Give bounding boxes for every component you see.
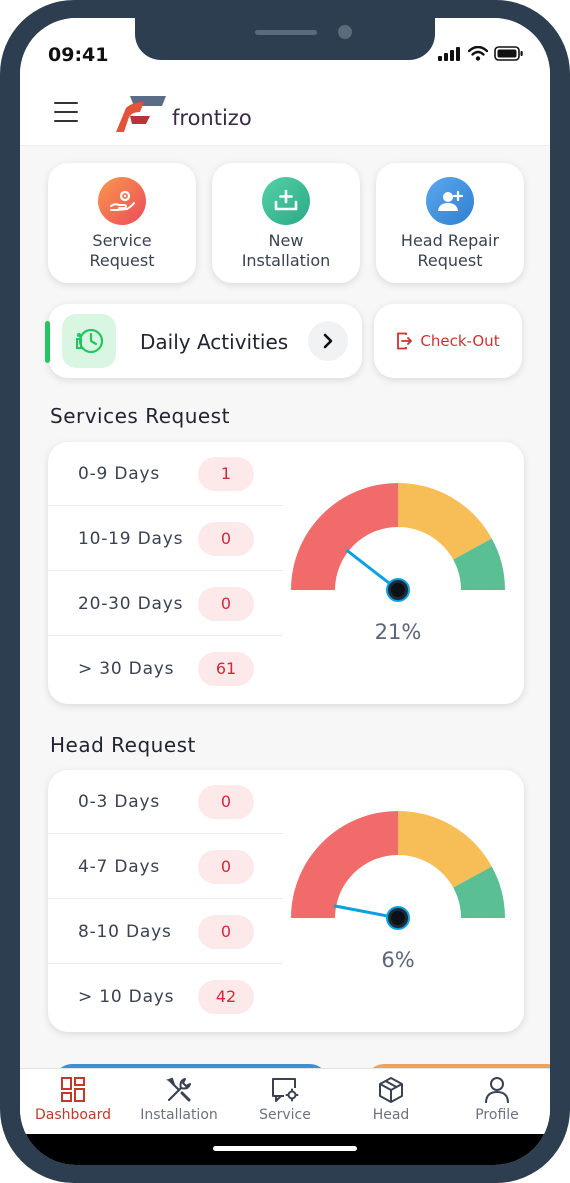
- gauge-yellow-segment: [398, 811, 492, 888]
- services-count-badge: 0: [198, 587, 254, 621]
- head-gauge-value: 6%: [381, 948, 415, 972]
- gauge-green-segment: [453, 538, 505, 590]
- wifi-icon: [468, 46, 488, 61]
- new-installation-label: New Installation: [241, 231, 331, 270]
- notch: [135, 18, 435, 60]
- installation-icon: [166, 1077, 191, 1102]
- services-gauge-value: 21%: [374, 620, 422, 644]
- services-gauge: [291, 483, 505, 602]
- camera: [338, 25, 352, 39]
- services-row-label: > 30 Days: [78, 659, 175, 679]
- head-row[interactable]: > 10 Days 42: [48, 965, 283, 1029]
- head-count-badge: 0: [198, 850, 254, 884]
- hamburger-menu-icon[interactable]: [54, 102, 78, 122]
- head-request-panel: 0-3 Days 0 4-7 Days 0 8-10 Days 0 > 10 D…: [48, 770, 524, 1032]
- services-row[interactable]: 10-19 Days 0: [48, 507, 283, 571]
- head-row[interactable]: 8-10 Days 0: [48, 900, 283, 964]
- new-installation-button[interactable]: New Installation: [212, 163, 360, 283]
- head-row-label: 0-3 Days: [78, 792, 160, 812]
- daily-activities-card[interactable]: Daily Activities: [45, 304, 362, 378]
- daily-activities-label: Daily Activities: [140, 330, 289, 354]
- daily-activities-accent: [45, 321, 50, 363]
- check-out-button[interactable]: Check-Out: [374, 304, 522, 378]
- services-row[interactable]: 20-30 Days 0: [48, 572, 283, 636]
- service-request-icon: [98, 177, 146, 225]
- head-row[interactable]: 4-7 Days 0: [48, 835, 283, 899]
- chevron-right-icon[interactable]: [308, 321, 348, 361]
- battery-icon: [494, 46, 523, 61]
- service-icon: [272, 1078, 299, 1102]
- head-gauge: [291, 811, 505, 930]
- services-request-panel: 0-9 Days 1 10-19 Days 0 20-30 Days 0 > 3…: [48, 442, 524, 704]
- service-request-label: Service Request: [89, 231, 155, 270]
- head-count-badge: 0: [198, 915, 254, 949]
- head-row-label: > 10 Days: [78, 987, 175, 1007]
- services-count-badge: 1: [198, 457, 254, 491]
- screen: 09:41: [20, 18, 550, 1165]
- gauge-hub-center: [391, 583, 405, 597]
- profile-icon: [485, 1077, 509, 1104]
- brand-logo: frontizo: [116, 90, 252, 134]
- gauge-yellow-segment: [398, 483, 492, 560]
- services-request-title: Services Request: [50, 404, 230, 428]
- bottom-tab-bar: Dashboard Installation Service: [20, 1068, 550, 1136]
- services-row-label: 20-30 Days: [78, 594, 184, 614]
- tab-head[interactable]: Head: [338, 1069, 444, 1136]
- head-request-title: Head Request: [50, 733, 196, 757]
- new-installation-icon: [262, 177, 310, 225]
- services-row-label: 10-19 Days: [78, 529, 184, 549]
- logout-icon: [397, 332, 413, 350]
- dashboard-icon: [61, 1077, 85, 1102]
- services-count-badge: 61: [198, 652, 254, 686]
- tab-profile-label: Profile: [475, 1107, 519, 1123]
- gauge-red-segment: [291, 811, 398, 918]
- services-row[interactable]: 0-9 Days 1: [48, 442, 283, 506]
- services-row-label: 0-9 Days: [78, 464, 160, 484]
- activity-clock-icon: [62, 314, 116, 368]
- tab-service-label: Service: [259, 1107, 311, 1123]
- frontizo-logo-icon: [116, 96, 166, 132]
- check-out-label: Check-Out: [420, 332, 500, 350]
- status-icons: [438, 46, 524, 61]
- head-repair-request-button[interactable]: Head Repair Request: [376, 163, 524, 283]
- head-count-badge: 0: [198, 785, 254, 819]
- home-indicator-bar: [20, 1134, 550, 1165]
- home-indicator: [213, 1146, 357, 1151]
- tab-installation[interactable]: Installation: [126, 1069, 232, 1136]
- services-count-badge: 0: [198, 522, 254, 556]
- service-request-button[interactable]: Service Request: [48, 163, 196, 283]
- tab-installation-label: Installation: [140, 1107, 218, 1123]
- gauge-red-segment: [291, 483, 398, 590]
- brand-name: frontizo: [172, 106, 252, 130]
- tab-profile[interactable]: Profile: [444, 1069, 550, 1136]
- head-count-badge: 42: [198, 980, 254, 1014]
- head-row-label: 8-10 Days: [78, 922, 172, 942]
- speaker: [255, 30, 317, 35]
- head-icon: [379, 1077, 403, 1103]
- head-repair-icon: [426, 177, 474, 225]
- head-row[interactable]: 0-3 Days 0: [48, 770, 283, 834]
- services-row[interactable]: > 30 Days 61: [48, 637, 283, 701]
- gauge-green-segment: [453, 866, 505, 918]
- tab-dashboard-label: Dashboard: [35, 1107, 111, 1123]
- gauge-hub-center: [391, 911, 405, 925]
- tab-service[interactable]: Service: [232, 1069, 338, 1136]
- head-repair-request-label: Head Repair Request: [400, 231, 500, 270]
- tab-head-label: Head: [372, 1107, 410, 1123]
- head-row-label: 4-7 Days: [78, 857, 160, 877]
- status-time: 09:41: [48, 44, 109, 66]
- cellular-signal-icon: [438, 46, 460, 61]
- app-header: frontizo: [20, 88, 550, 146]
- tab-dashboard[interactable]: Dashboard: [20, 1069, 126, 1136]
